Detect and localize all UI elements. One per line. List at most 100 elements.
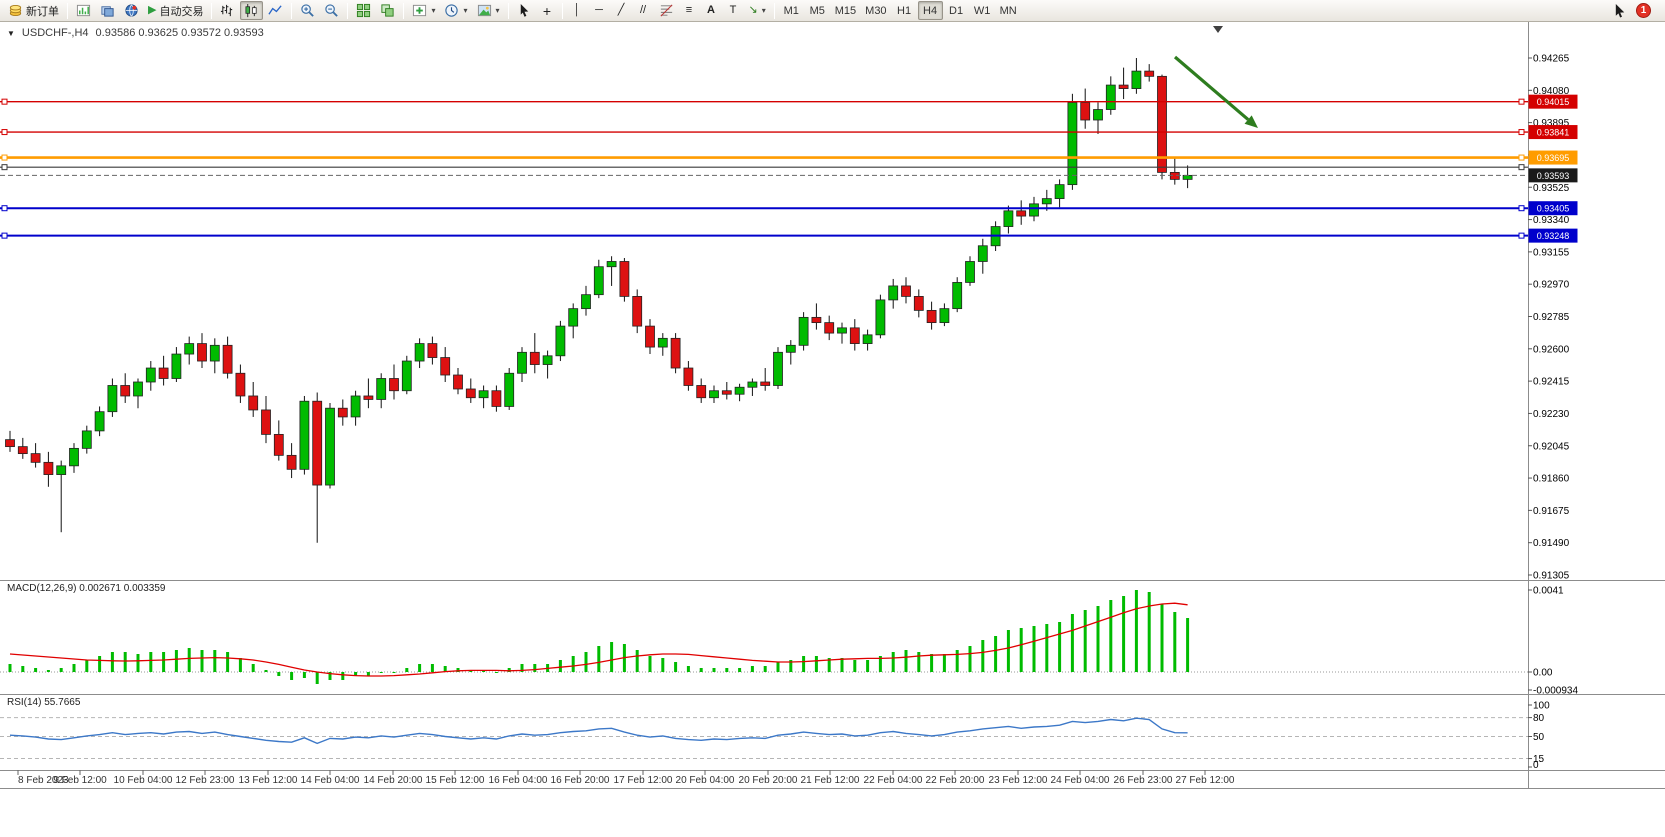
autotrading-button[interactable]: ▶ 自动交易 <box>144 1 207 20</box>
line-chart-button[interactable] <box>264 1 287 20</box>
candle-body <box>133 381 143 397</box>
macd-histogram-bar <box>430 664 434 672</box>
chart-shift-marker[interactable] <box>1213 26 1223 33</box>
macd-histogram-bar <box>1032 626 1036 672</box>
toolbar-separator <box>211 2 213 19</box>
price-badge <box>1528 150 1578 165</box>
macd-histogram-bar <box>200 650 204 672</box>
pointer-icon[interactable] <box>1613 3 1628 18</box>
macd-histogram-bar <box>584 652 588 672</box>
timeframe-d1-button[interactable]: D1 <box>944 1 969 20</box>
cascade-windows-button[interactable] <box>376 1 399 20</box>
line-handle[interactable] <box>1518 154 1525 161</box>
macd-histogram-bar <box>328 672 332 680</box>
tile-windows-button[interactable] <box>352 1 375 20</box>
timeframe-mn-button[interactable]: MN <box>996 1 1021 20</box>
timeframe-m30-button[interactable]: M30 <box>861 1 890 20</box>
line-handle[interactable] <box>1518 129 1525 136</box>
new-chart-button[interactable] <box>72 1 95 20</box>
macd-histogram-bar <box>955 650 959 672</box>
zoom-in-button[interactable] <box>296 1 319 20</box>
line-handle[interactable] <box>1 232 8 239</box>
macd-histogram-bar <box>942 654 946 672</box>
marketwatch-button[interactable] <box>120 1 143 20</box>
macd-histogram-bar <box>149 652 153 672</box>
rsi-axis-label: 50 <box>1533 732 1545 743</box>
time-axis-label: 8 Feb 2023 <box>18 775 69 786</box>
macd-histogram-bar <box>853 660 857 672</box>
timeframe-m1-button[interactable]: M1 <box>779 1 804 20</box>
dropdown-icon: ▾ <box>463 6 468 15</box>
price-badge <box>1528 228 1578 243</box>
periods-button[interactable]: ▾ <box>440 1 471 20</box>
vertical-line-button[interactable]: │ <box>567 1 588 20</box>
toolbar-right: 1 <box>1613 3 1661 18</box>
horizontal-line-button[interactable]: ─ <box>589 1 610 20</box>
arrows-tool-button[interactable]: ↘ ▾ <box>745 1 770 20</box>
time-axis-label: 17 Feb 12:00 <box>614 775 673 786</box>
trendline-button[interactable]: ╱ <box>611 1 632 20</box>
macd-histogram-bar <box>226 652 230 672</box>
arrow-object[interactable] <box>1173 55 1250 121</box>
chart-canvas[interactable]: 0.942650.940800.938950.937100.935250.933… <box>0 22 1665 837</box>
chart-area[interactable]: 0.942650.940800.938950.937100.935250.933… <box>0 22 1665 837</box>
candle-body <box>542 355 553 365</box>
candle-body <box>1029 203 1039 217</box>
indicators-plus-icon <box>413 4 427 17</box>
candle-body <box>81 430 92 449</box>
candle-body <box>952 282 963 310</box>
line-handle[interactable] <box>1 164 8 171</box>
timeframe-m5-button[interactable]: M5 <box>805 1 830 20</box>
timeframe-h1-button[interactable]: H1 <box>892 1 917 20</box>
candle-body <box>363 395 374 400</box>
line-handle[interactable] <box>1518 98 1525 105</box>
objects-list-button[interactable]: ≡ <box>679 1 700 20</box>
zoom-out-button[interactable] <box>320 1 343 20</box>
macd-histogram-bar <box>494 672 498 673</box>
macd-histogram-bar <box>290 672 294 680</box>
text-tool-button[interactable]: A <box>701 1 722 20</box>
new-order-button[interactable]: 新订单 <box>4 1 63 20</box>
timeframe-w1-button[interactable]: W1 <box>970 1 995 20</box>
candle-body <box>376 378 387 400</box>
line-handle[interactable] <box>1518 205 1525 212</box>
timeframe-m15-button[interactable]: M15 <box>831 1 860 20</box>
price-badge <box>1528 125 1578 140</box>
timeframe-h4-button[interactable]: H4 <box>917 1 943 20</box>
price-badge-label: 0.94015 <box>1537 97 1570 107</box>
cursor-button[interactable] <box>513 1 536 20</box>
macd-histogram-bar <box>507 668 511 672</box>
line-handle[interactable] <box>1 129 8 136</box>
bar-chart-button[interactable] <box>216 1 239 20</box>
candle-body <box>888 285 899 301</box>
macd-histogram-bar <box>1045 624 1049 672</box>
candle-body <box>1016 210 1027 217</box>
macd-histogram-bar <box>827 658 831 672</box>
macd-histogram-bar <box>1134 590 1138 672</box>
line-handle[interactable] <box>1 205 8 212</box>
line-handle[interactable] <box>1 154 8 161</box>
candle-body <box>1118 84 1129 89</box>
indicators-button[interactable]: ▾ <box>408 1 439 20</box>
candle-body <box>504 372 515 407</box>
crosshair-button[interactable]: + <box>537 1 558 20</box>
macd-histogram-bar <box>904 650 908 672</box>
toolbar-separator <box>67 2 68 19</box>
channel-button[interactable]: // <box>633 1 654 20</box>
line-handle[interactable] <box>1518 232 1525 239</box>
candle-body <box>875 299 886 336</box>
time-axis-label: 15 Feb 12:00 <box>426 775 485 786</box>
macd-histogram-bar <box>750 666 754 672</box>
fibonacci-button[interactable] <box>655 1 678 20</box>
line-handle[interactable] <box>1518 164 1525 171</box>
templates-button[interactable]: ▾ <box>473 1 504 20</box>
candlestick-chart-button[interactable] <box>240 1 264 20</box>
label-tool-button[interactable]: T <box>723 1 744 20</box>
notification-badge[interactable]: 1 <box>1636 3 1651 18</box>
time-axis-label: 22 Feb 20:00 <box>926 775 985 786</box>
candle-body <box>657 337 668 348</box>
line-handle[interactable] <box>1 98 8 105</box>
macd-histogram-bar <box>789 660 793 672</box>
candle-body <box>593 266 604 296</box>
profiles-button[interactable] <box>96 1 119 20</box>
